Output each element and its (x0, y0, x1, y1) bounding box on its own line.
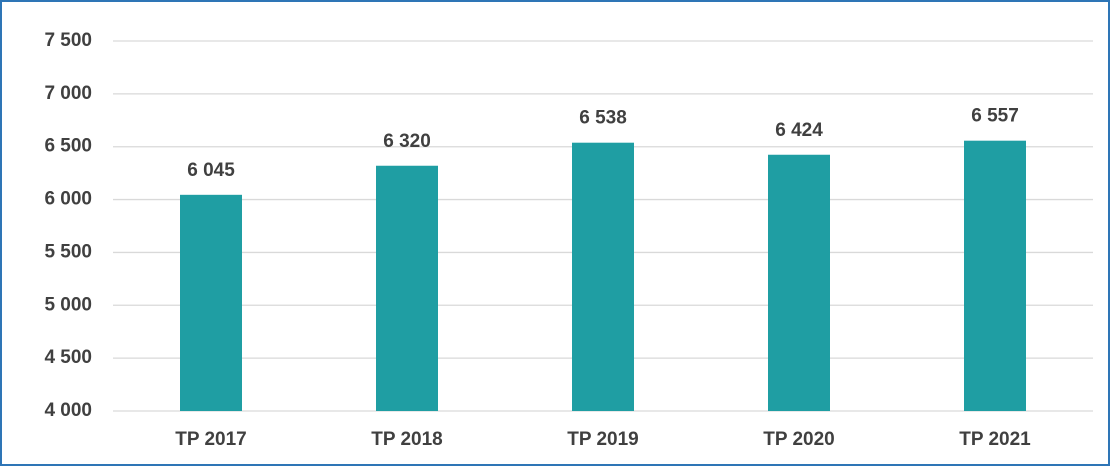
bar (180, 194, 242, 411)
data-label: 6 424 (775, 120, 823, 141)
data-label: 6 320 (383, 131, 431, 152)
y-tick-label: 7 000 (44, 83, 92, 104)
data-label: 6 557 (971, 106, 1019, 127)
x-tick-label: TP 2021 (959, 429, 1031, 450)
bar (376, 165, 438, 411)
y-tick-label: 7 500 (44, 30, 92, 51)
data-label: 6 045 (187, 160, 235, 181)
x-tick-label: TP 2019 (567, 429, 638, 450)
bar (964, 140, 1026, 411)
y-tick-label: 6 500 (44, 136, 92, 157)
x-tick-label: TP 2018 (371, 429, 442, 450)
y-tick-label: 4 500 (44, 347, 92, 368)
y-tick-label: 6 000 (44, 189, 92, 210)
y-tick-label: 4 000 (44, 400, 92, 421)
y-tick-label: 5 000 (44, 294, 92, 315)
x-tick-label: TP 2017 (175, 429, 246, 450)
x-tick-label: TP 2020 (763, 429, 834, 450)
bar (572, 142, 634, 411)
bar (768, 154, 830, 411)
y-tick-label: 5 500 (44, 241, 92, 262)
data-label: 6 538 (579, 108, 627, 129)
